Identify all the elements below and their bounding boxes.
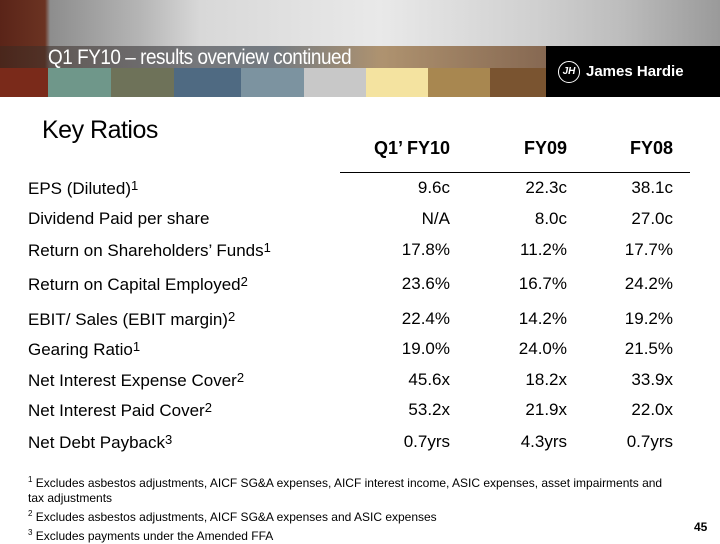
cell-value: 33.9x (631, 370, 673, 389)
cell-value: 0.7yrs (403, 432, 450, 451)
row-label-text: Dividend Paid per share (28, 209, 210, 228)
footnote-text: Excludes asbestos adjustments, AICF SG&A… (35, 510, 437, 524)
table-row: EBIT/ Sales (EBIT margin)2 22.4% 14.2% 19.2… (0, 309, 720, 333)
color-swatch (0, 68, 48, 97)
color-swatch (174, 68, 241, 97)
cell-value: 24.0% (518, 339, 567, 358)
color-swatch (241, 68, 304, 97)
cell-value: 16.7% (518, 274, 567, 293)
table-row: Gearing Ratio1 19.0% 24.0% 21.5% (0, 339, 720, 363)
row-label-text: EBIT/ Sales (EBIT margin) (28, 310, 228, 329)
row-label: Return on Capital Employed2 (28, 274, 248, 295)
cell-value: 22.4% (401, 309, 450, 328)
footnote-text: Excludes payments under the Amended FFA (35, 529, 274, 543)
table-row: Dividend Paid per share N/A 8.0c 27.0c (0, 209, 720, 233)
page-number: 45 (694, 520, 708, 534)
cell-value: 19.0% (401, 339, 450, 358)
cell-value: 24.2% (624, 274, 673, 293)
footnote-number: 2 (28, 509, 33, 518)
color-swatch (366, 68, 428, 97)
color-swatch (428, 68, 490, 97)
color-swatch (48, 68, 111, 97)
footnote-ref: 1 (263, 240, 271, 255)
cell-value: 45.6x (408, 370, 450, 389)
cell-value: 38.1c (631, 178, 673, 197)
row-label: Net Interest Paid Cover2 (28, 400, 212, 421)
footnotes: 1 Excludes asbestos adjustments, AICF SG… (28, 472, 678, 544)
section-heading: Key Ratios (42, 116, 158, 144)
footnote-number: 3 (28, 528, 33, 537)
row-label-text: Gearing Ratio (28, 340, 133, 359)
footnote-ref: 1 (130, 178, 139, 193)
column-header-fy09: FY09 (523, 138, 567, 158)
row-label: EPS (Diluted)1 (28, 178, 138, 199)
cell-value: 21.5% (624, 339, 673, 358)
cell-value: N/A (421, 209, 450, 228)
footnote: 2 Excludes asbestos adjustments, AICF SG… (28, 506, 678, 525)
footnote-ref: 2 (227, 309, 236, 324)
header-divider (340, 172, 690, 173)
footnote-ref: 1 (132, 339, 141, 354)
row-label: Net Interest Expense Cover2 (28, 370, 244, 391)
table-row: Net Interest Expense Cover2 45.6x 18.2x 33.… (0, 370, 720, 394)
cell-value: 17.8% (401, 240, 450, 259)
title-band (0, 46, 546, 68)
table-row: Net Interest Paid Cover2 53.2x 21.9x 22.0x (0, 400, 720, 424)
cell-value: 18.2x (525, 370, 567, 389)
row-label-text: Return on Shareholders’ Funds (28, 241, 264, 260)
logo-text: James Hardie (586, 63, 684, 80)
footnote-number: 1 (28, 475, 33, 484)
color-swatch (111, 68, 174, 97)
row-label-text: Net Interest Paid Cover (28, 401, 205, 420)
row-label-text: EPS (Diluted) (28, 179, 131, 198)
cell-value: 27.0c (631, 209, 673, 228)
footnote: 1 Excludes asbestos adjustments, AICF SG… (28, 472, 678, 506)
cell-value: 19.2% (624, 309, 673, 328)
row-label-text: Net Interest Expense Cover (28, 371, 237, 390)
footnote-ref: 2 (204, 400, 212, 415)
logo-mark-icon: JH (558, 60, 580, 83)
table-row: Return on Capital Employed2 23.6% 16.7% 24.… (0, 274, 720, 298)
footnote-text: Excludes asbestos adjustments, AICF SG&A… (28, 476, 663, 505)
cell-value: 4.3yrs (520, 432, 567, 451)
row-label: Net Debt Payback3 (28, 432, 172, 453)
color-swatch (490, 68, 546, 97)
row-label-text: Return on Capital Employed (28, 275, 241, 294)
cell-value: 22.3c (525, 178, 567, 197)
row-label: Dividend Paid per share (28, 209, 209, 229)
footnote-ref: 2 (236, 370, 245, 385)
cell-value: 23.6% (401, 274, 450, 293)
cell-value: 9.6c (417, 178, 450, 197)
column-header-fy08: FY08 (629, 138, 673, 158)
cell-value: 8.0c (534, 209, 567, 228)
cell-value: 21.9x (525, 400, 567, 419)
cell-value: 17.7% (624, 240, 673, 259)
cell-value: 22.0x (631, 400, 673, 419)
footnote-ref: 2 (240, 274, 248, 289)
table-row: Net Debt Payback3 0.7yrs 4.3yrs 0.7yrs (0, 432, 720, 456)
cell-value: 14.2% (518, 309, 567, 328)
footnote: 3 Excludes payments under the Amended FF… (28, 525, 678, 544)
table-row: EPS (Diluted)1 9.6c 22.3c 38.1c (0, 178, 720, 202)
cell-value: 0.7yrs (626, 432, 673, 451)
row-label: Return on Shareholders’ Funds1 (28, 240, 271, 261)
row-label: EBIT/ Sales (EBIT margin)2 (28, 309, 235, 330)
row-label: Gearing Ratio1 (28, 339, 140, 360)
row-label-text: Net Debt Payback (28, 433, 166, 452)
footnote-ref: 3 (165, 432, 173, 447)
cell-value: 53.2x (408, 400, 450, 419)
james-hardie-logo: JH James Hardie (546, 46, 720, 97)
column-header-q1-fy10: Q1’ FY10 (373, 138, 450, 158)
table-row: Return on Shareholders’ Funds1 17.8% 11.2%… (0, 240, 720, 264)
cell-value: 11.2% (520, 240, 567, 259)
slide-title: Q1 FY10 – results overview continued (48, 46, 352, 69)
color-swatch (304, 68, 366, 97)
